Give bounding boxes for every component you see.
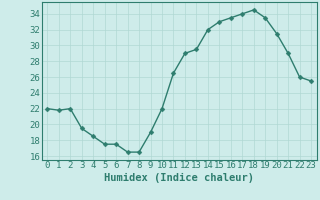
X-axis label: Humidex (Indice chaleur): Humidex (Indice chaleur)	[104, 173, 254, 183]
